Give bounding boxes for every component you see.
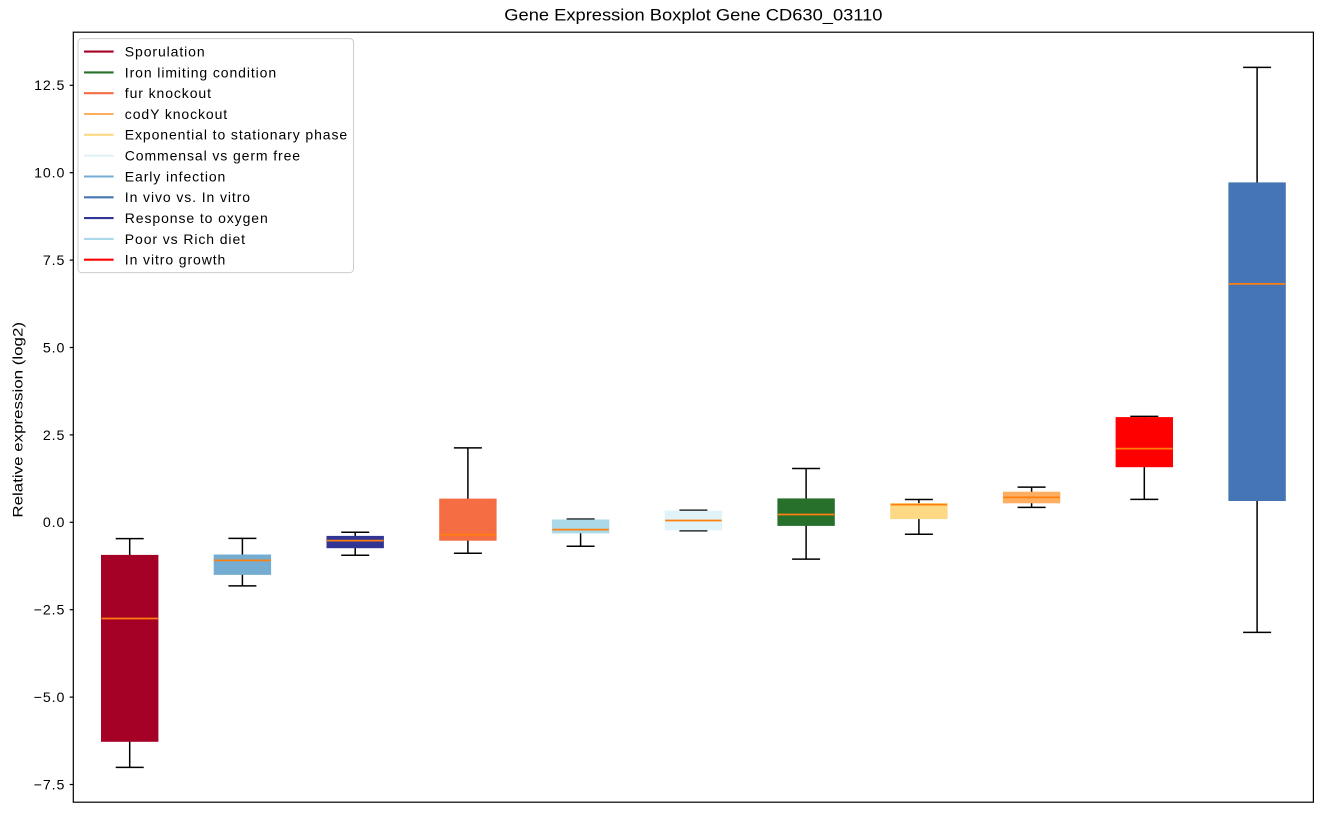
svg-text:5.0: 5.0 [43,340,65,356]
svg-text:Response to oxygen: Response to oxygen [125,210,269,226]
svg-text:Iron limiting condition: Iron limiting condition [125,64,277,80]
svg-text:Sporulation: Sporulation [125,44,206,60]
svg-text:fur knockout: fur knockout [125,85,212,101]
svg-text:Exponential to stationary phas: Exponential to stationary phase [125,127,348,143]
svg-text:10.0: 10.0 [34,166,65,182]
svg-text:−2.5: −2.5 [34,603,66,619]
svg-text:In vitro growth: In vitro growth [125,252,226,268]
svg-text:0.0: 0.0 [43,515,65,531]
svg-text:Commensal vs germ free: Commensal vs germ free [125,148,301,164]
svg-text:codY knockout: codY knockout [125,106,228,122]
svg-text:Relative expression (log2): Relative expression (log2) [9,322,25,518]
svg-text:Early infection: Early infection [125,168,226,184]
svg-text:Poor vs Rich diet: Poor vs Rich diet [125,231,246,247]
svg-text:12.5: 12.5 [34,78,65,94]
svg-text:2.5: 2.5 [43,428,65,444]
svg-text:In vivo vs. In vitro: In vivo vs. In vitro [125,189,251,205]
svg-text:7.5: 7.5 [43,253,65,269]
svg-text:Gene Expression Boxplot Gene C: Gene Expression Boxplot Gene CD630_03110 [504,5,882,24]
svg-text:−7.5: −7.5 [34,777,66,793]
svg-text:−5.0: −5.0 [34,690,66,706]
